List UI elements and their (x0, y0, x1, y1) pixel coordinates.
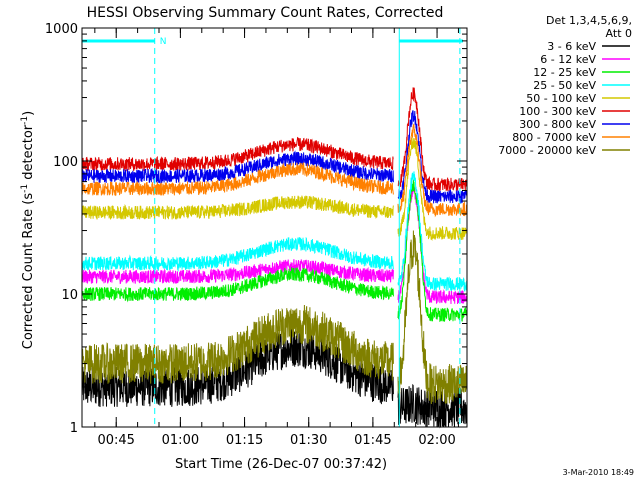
y-axis-label: Corrected Count Rate (s-1 detector-1) (20, 111, 36, 349)
series-line (81, 171, 468, 293)
legend-header-2: Att 0 (606, 27, 632, 40)
legend-header-1: Det 1,3,4,5,6,9, (546, 14, 632, 27)
legend-label: 800 - 7000 keV (512, 131, 596, 144)
y-tick-label: 1000 (45, 22, 78, 37)
x-axis: 00:45 01:00 01:15 01:30 01:45 02:00 (94, 28, 459, 448)
x-tick-label: 02:00 (418, 433, 455, 448)
legend-label: 100 - 300 keV (519, 105, 596, 118)
legend-label: 3 - 6 keV (547, 40, 596, 53)
x-tick-label: 01:15 (226, 433, 263, 448)
series-line (81, 179, 468, 323)
series-line (81, 230, 468, 405)
series-line (81, 87, 468, 192)
y-axis-label-main: Corrected Count Rate (s (21, 193, 36, 350)
y-axis-label-mid: detector (21, 124, 36, 184)
y-axis-label-sup2: -1 (20, 116, 30, 125)
x-axis-label: Start Time (26-Dec-07 00:37:42) (175, 457, 387, 472)
legend-label: 25 - 50 keV (533, 79, 596, 92)
y-tick-label: 10 (61, 288, 78, 303)
timestamp: 3-Mar-2010 18:49 (563, 468, 634, 477)
legend-label: 12 - 25 keV (533, 66, 596, 79)
x-tick-label: 01:30 (290, 433, 327, 448)
series-line (81, 123, 468, 218)
x-tick-label: 01:45 (354, 433, 391, 448)
series-line (81, 137, 468, 242)
legend-label: 300 - 800 keV (519, 118, 596, 131)
plot-area: N (81, 28, 468, 429)
y-tick-label: 100 (53, 155, 78, 170)
legend-label: 7000 - 20000 keV (498, 144, 596, 157)
plot-frame (81, 27, 468, 428)
y-tick-label: 1 (70, 421, 78, 436)
y-axis-label-end: ) (21, 111, 36, 116)
y-axis-label-sup1: -1 (20, 184, 30, 193)
chart-title: HESSI Observing Summary Count Rates, Cor… (87, 5, 444, 21)
y-axis: 1 10 100 1000 (45, 22, 467, 436)
legend-label: 6 - 12 keV (540, 53, 596, 66)
x-tick-label: 00:45 (97, 433, 134, 448)
legend-label: 50 - 100 keV (526, 92, 596, 105)
flag-label: N (160, 37, 167, 47)
x-tick-label: 01:00 (162, 433, 199, 448)
series-line (81, 110, 468, 204)
